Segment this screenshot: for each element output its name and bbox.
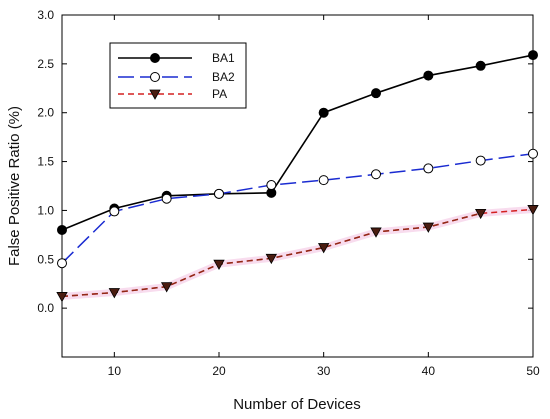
y-tick-label: 0.0	[37, 301, 54, 315]
data-point	[150, 53, 160, 63]
data-point	[317, 243, 330, 254]
x-axis-title: Number of Devices	[233, 396, 361, 413]
data-point	[160, 282, 173, 293]
data-point	[318, 175, 329, 186]
x-tick-label: 40	[422, 364, 436, 378]
data-point	[371, 88, 381, 99]
x-tick-label: 50	[526, 364, 540, 378]
x-tick-label: 20	[212, 364, 226, 378]
series-line	[61, 153, 534, 264]
data-point	[370, 227, 382, 238]
legend: BA1 BA2 PA	[109, 42, 247, 109]
data-point	[57, 224, 67, 235]
x-tick-label: 10	[108, 364, 122, 378]
legend-label: BA2	[212, 70, 235, 84]
y-axis-title: False Positive Ratio (%)	[6, 106, 23, 266]
x-tick-label: 30	[317, 364, 331, 378]
data-point	[318, 107, 329, 118]
data-point	[528, 148, 538, 159]
plot-area	[61, 14, 534, 358]
data-point	[528, 50, 538, 61]
legend-entry-ba2: BA2	[118, 70, 235, 84]
data-point	[475, 60, 486, 71]
data-point	[108, 288, 121, 299]
y-tick-label: 3.0	[37, 8, 54, 22]
data-point	[149, 89, 161, 100]
series-pa	[56, 205, 539, 303]
y-tick-label: 1.0	[37, 203, 54, 217]
legend-entry-pa: PA	[118, 87, 227, 101]
data-point	[475, 155, 486, 166]
legend-label: PA	[212, 87, 227, 101]
legend-label: BA1	[212, 51, 235, 65]
y-tick-label: 2.5	[37, 57, 54, 71]
data-point	[214, 188, 224, 199]
data-point	[527, 205, 539, 216]
data-point	[56, 292, 68, 303]
data-point	[109, 206, 120, 217]
legend-entry-ba1: BA1	[118, 51, 235, 65]
data-point	[371, 169, 381, 180]
data-point	[422, 222, 435, 233]
y-axis: 0.0 0.5 1.0 1.5 2.0 2.5 3.0	[37, 8, 533, 315]
y-tick-label: 0.5	[37, 252, 54, 266]
data-point	[150, 72, 160, 82]
data-point	[57, 258, 67, 269]
data-point	[265, 253, 278, 265]
data-point	[213, 259, 225, 270]
data-point	[423, 163, 434, 174]
data-point	[266, 180, 277, 191]
data-point	[423, 70, 434, 81]
x-axis: 10 20 30 40 50	[108, 15, 540, 378]
series-layer	[56, 50, 539, 303]
legend-box	[109, 42, 247, 109]
series-ba2	[57, 148, 538, 269]
data-point	[474, 208, 487, 220]
y-tick-label: 2.0	[37, 106, 54, 120]
data-point	[161, 193, 172, 204]
y-tick-label: 1.5	[37, 155, 54, 169]
series-line	[61, 54, 534, 231]
